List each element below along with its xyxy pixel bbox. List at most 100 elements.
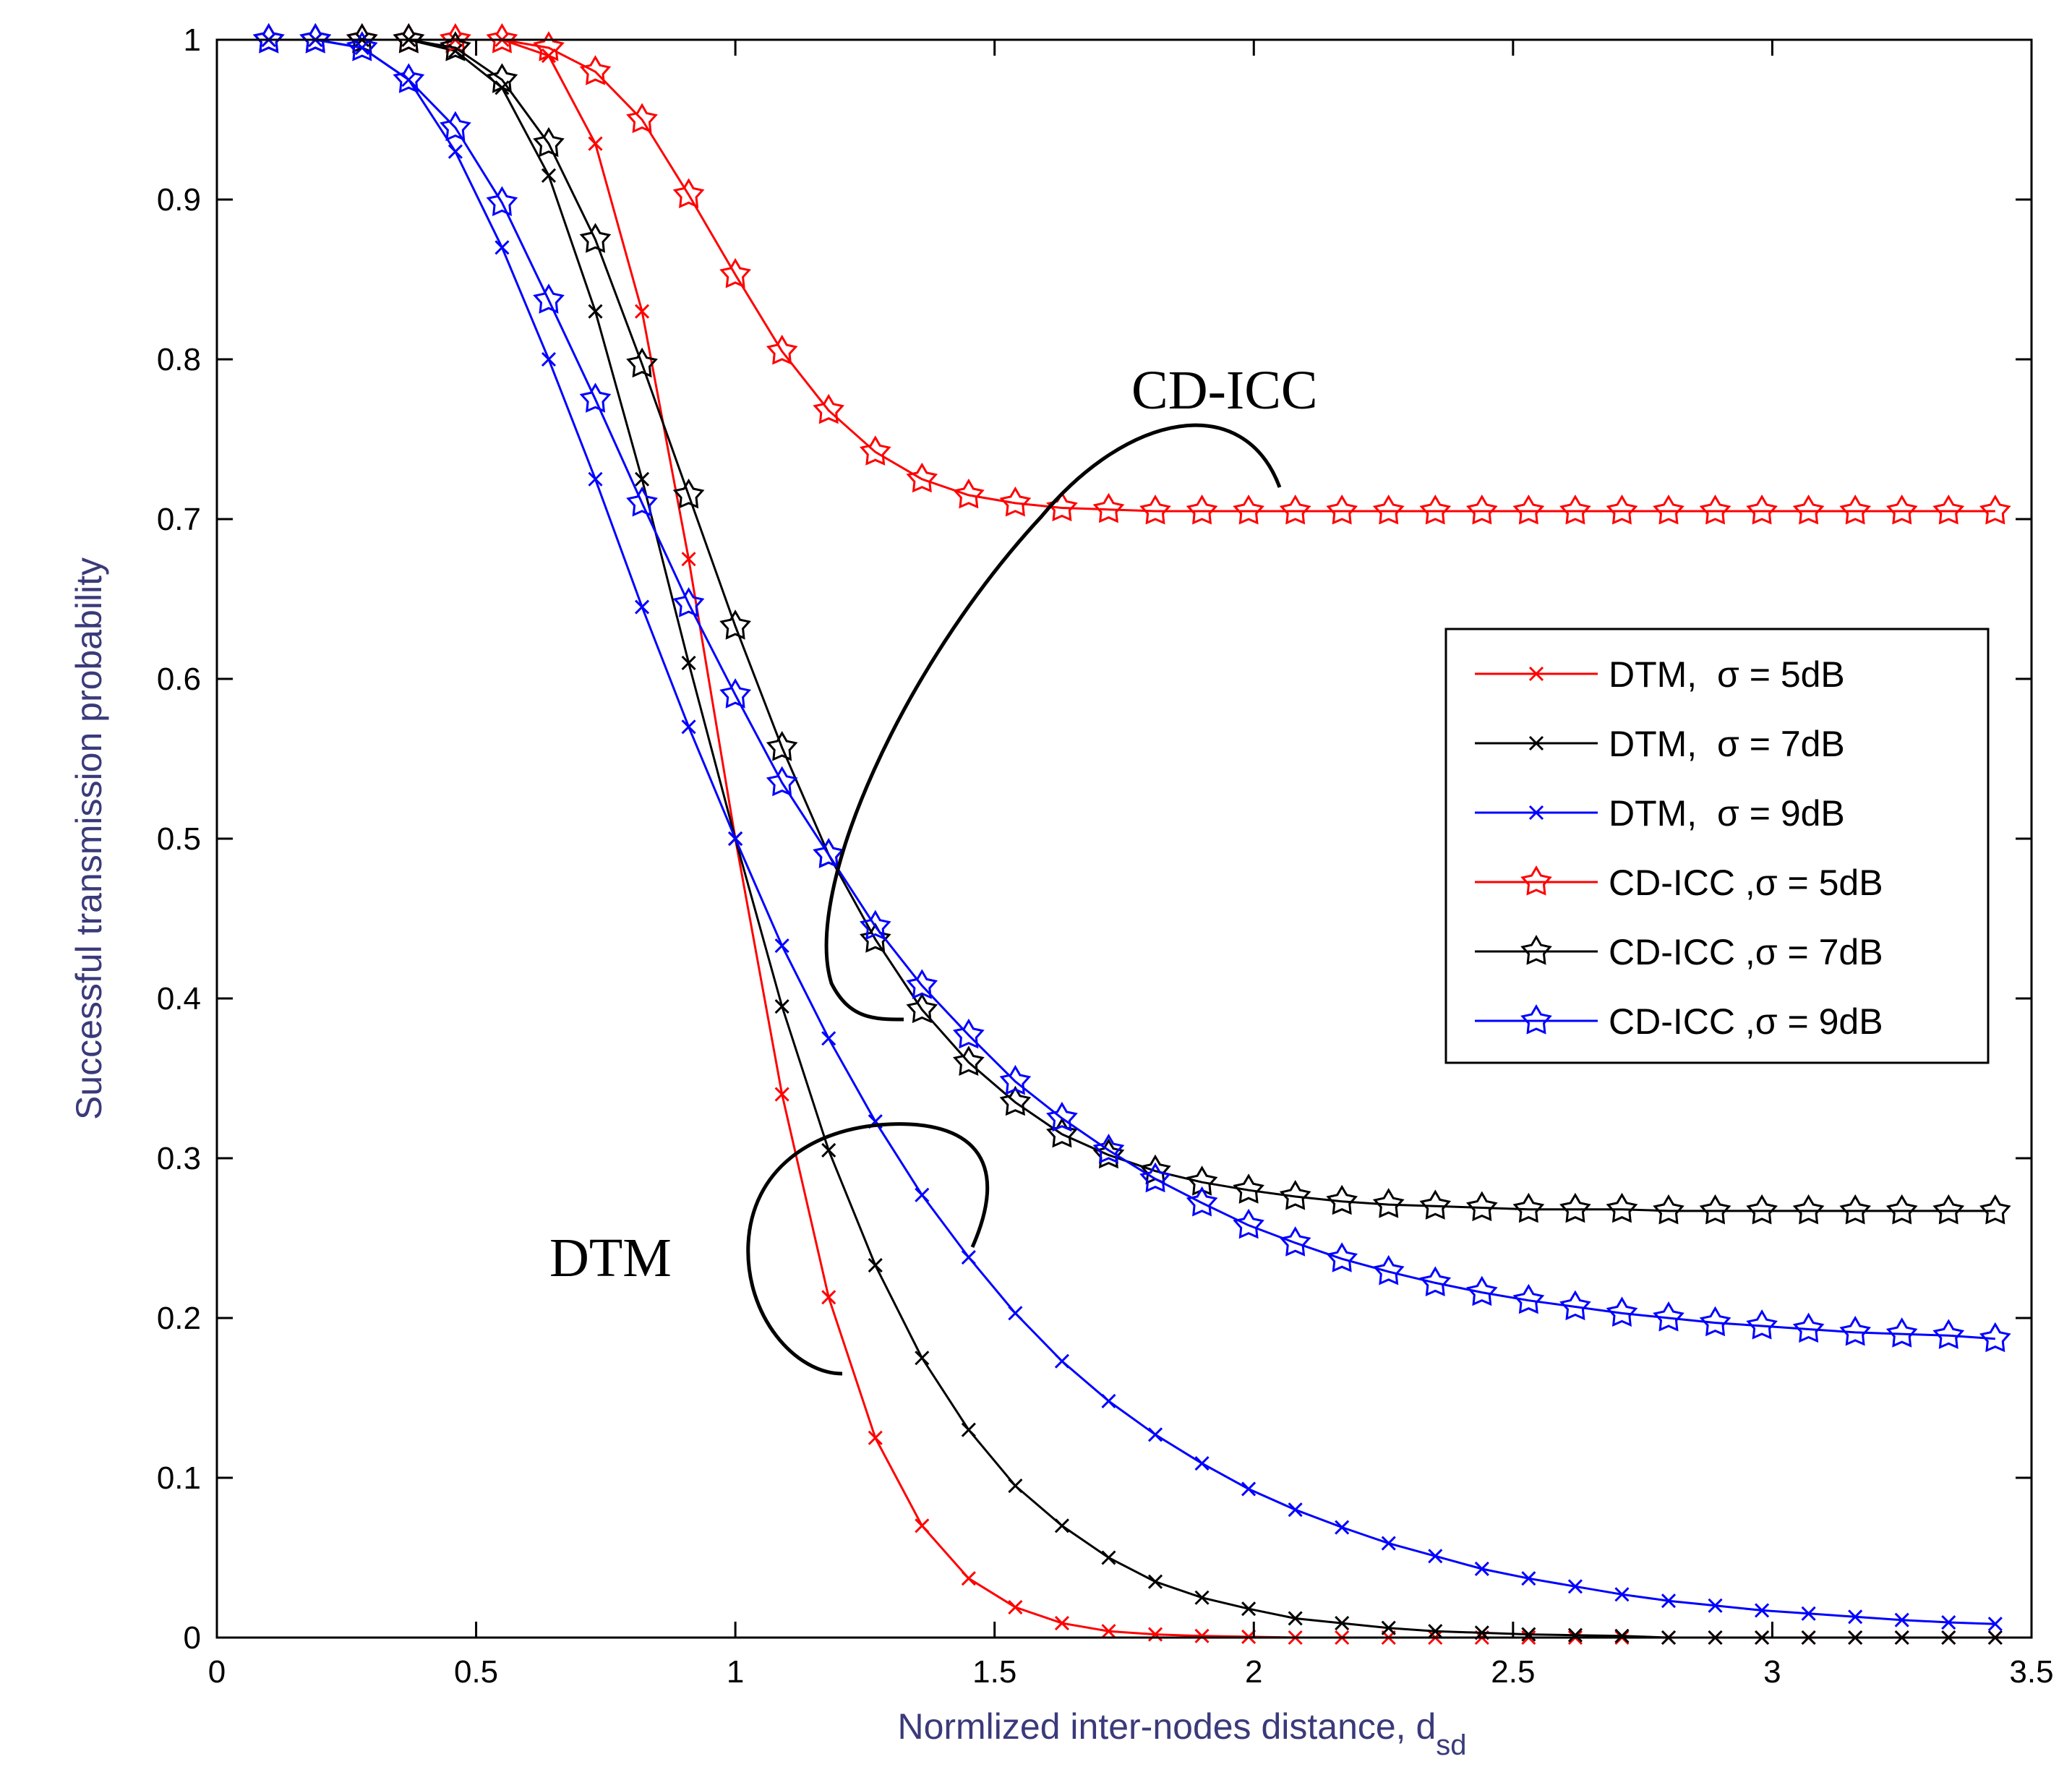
legend-item: DTM, σ = 5dB xyxy=(1475,654,1845,695)
x-tick-label: 0 xyxy=(208,1654,226,1690)
data-point xyxy=(588,471,603,487)
data-point xyxy=(1746,1194,1778,1225)
data-point xyxy=(440,31,471,61)
data-point xyxy=(961,1571,976,1586)
data-point xyxy=(999,486,1032,517)
data-point xyxy=(1326,1184,1358,1215)
dtm-annotation-arc xyxy=(746,1122,990,1376)
x-tick-label: 1.5 xyxy=(972,1654,1016,1690)
y-tick-label: 0.4 xyxy=(157,981,201,1017)
data-point xyxy=(1428,1549,1443,1564)
x-tick-label: 3 xyxy=(1763,1654,1781,1690)
data-point xyxy=(1512,1192,1545,1223)
legend-marker xyxy=(1520,935,1552,965)
data-point xyxy=(634,471,650,487)
data-point xyxy=(1653,495,1684,525)
legend: DTM, σ = 5dB DTM, σ = 7dB DTM, σ = 9dB CD-I… xyxy=(1444,628,1990,1064)
data-point xyxy=(1653,1301,1684,1332)
legend-label: CD-ICC ,σ = 7dB xyxy=(1609,932,1883,972)
data-point xyxy=(774,998,789,1014)
data-point xyxy=(1512,1283,1545,1314)
data-point xyxy=(299,23,332,54)
data-point xyxy=(1848,1609,1863,1625)
data-point xyxy=(961,1422,976,1437)
data-point xyxy=(728,831,743,847)
x-axis-label: Normlized inter-nodes distance, dsd xyxy=(897,1706,1466,1761)
data-point xyxy=(672,587,705,617)
data-point xyxy=(821,1142,836,1158)
data-point xyxy=(672,178,705,209)
data-point xyxy=(906,993,938,1024)
legend-marker xyxy=(1528,805,1544,821)
data-point xyxy=(495,240,510,255)
axes-layer: 0 0.5 1 1.5 2 2.5 3 3.5 0 0.1 0.2 0.3 0.4 0.5 0.6 0.7 0.… xyxy=(69,22,2054,1761)
series-line-cd-icc-7db xyxy=(268,38,1995,1212)
data-point xyxy=(952,1045,985,1077)
data-point xyxy=(1559,1192,1591,1223)
data-point xyxy=(681,655,696,670)
data-point xyxy=(1194,1456,1210,1471)
data-point xyxy=(1147,1574,1163,1589)
data-point xyxy=(1614,1587,1630,1602)
legend-marker xyxy=(1528,735,1544,751)
data-point xyxy=(1092,492,1125,523)
cd-icc-annotation-arc xyxy=(824,423,1282,1022)
series-line-cd-icc-9db xyxy=(268,38,1995,1340)
data-point xyxy=(1326,1242,1358,1272)
data-point xyxy=(1194,1628,1210,1643)
legend-label: CD-ICC ,σ = 9dB xyxy=(1609,1001,1883,1042)
data-point xyxy=(1101,1624,1116,1639)
data-point xyxy=(1233,495,1264,525)
data-point xyxy=(859,910,891,941)
data-point xyxy=(868,1430,883,1445)
series-layer xyxy=(252,23,2011,1646)
y-tick-label: 0.3 xyxy=(157,1141,201,1176)
data-point xyxy=(1699,1306,1731,1337)
legend-item: CD-ICC ,σ = 5dB xyxy=(1475,863,1883,903)
data-point xyxy=(634,599,650,615)
data-point xyxy=(1046,1101,1078,1132)
data-point xyxy=(766,334,798,365)
y-tick-label: 0 xyxy=(184,1620,201,1656)
data-point xyxy=(719,609,752,640)
y-tick-label: 0.6 xyxy=(157,662,201,697)
data-point xyxy=(1606,1192,1638,1223)
data-point xyxy=(1279,1226,1311,1257)
data-point xyxy=(915,1518,930,1533)
data-point xyxy=(1419,1266,1452,1297)
data-point xyxy=(533,31,565,61)
y-tick-label: 1 xyxy=(184,22,201,58)
data-point xyxy=(999,1085,1032,1116)
data-point xyxy=(1792,1312,1825,1343)
data-point xyxy=(1288,1502,1303,1518)
y-axis-label: Successful transmission probability xyxy=(69,557,109,1120)
data-point xyxy=(1372,1188,1405,1218)
data-point xyxy=(719,678,752,709)
data-point xyxy=(821,1031,836,1046)
data-point xyxy=(1521,1627,1536,1642)
legend-label: DTM, σ = 7dB xyxy=(1609,724,1845,764)
data-point xyxy=(440,111,471,142)
series-cd-icc-9db xyxy=(252,23,2011,1353)
data-point xyxy=(1567,1579,1583,1594)
data-point xyxy=(1054,1616,1070,1631)
data-point xyxy=(1008,1478,1023,1494)
data-point xyxy=(1279,495,1311,525)
data-point xyxy=(774,938,789,954)
data-point xyxy=(1699,495,1731,525)
data-point xyxy=(859,435,891,466)
data-point xyxy=(1979,495,2011,525)
legend-marker xyxy=(1520,865,1552,896)
data-point xyxy=(579,382,612,413)
data-point xyxy=(1008,1599,1023,1615)
legend-marker xyxy=(1520,1004,1552,1035)
data-point xyxy=(486,63,518,93)
data-point xyxy=(821,1290,836,1305)
data-point xyxy=(952,1018,985,1049)
data-point xyxy=(1372,1254,1405,1285)
data-point xyxy=(626,347,658,378)
data-point xyxy=(486,186,518,217)
data-point xyxy=(1979,1322,2011,1353)
data-point xyxy=(541,351,557,367)
